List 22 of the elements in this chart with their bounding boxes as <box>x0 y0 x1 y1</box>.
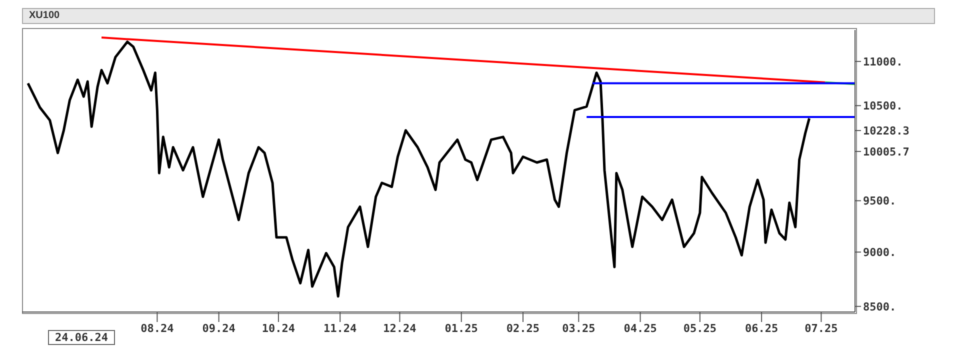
x-tick-label: 03.25 <box>562 322 596 335</box>
x-tick-label: 06.25 <box>745 322 778 335</box>
y-tick-label: 11000. <box>863 55 903 68</box>
x-tick-label: 04.25 <box>624 322 657 335</box>
text: 24.06.24 <box>48 330 115 345</box>
y-tick-label: 10228.3 <box>863 124 910 138</box>
x-tick-label: 09.24 <box>202 322 236 335</box>
toolbar: XU100 <box>22 8 935 24</box>
x-tick-label: 12.24 <box>383 322 417 335</box>
x-tick-label: 11.24 <box>324 322 358 335</box>
x-tick-label: 01.25 <box>444 322 478 335</box>
y-tick-label: 10500. <box>863 100 903 113</box>
y-tick-label: 10005.7 <box>863 145 910 158</box>
x-tick-label: 05.25 <box>683 322 716 335</box>
y-tick-label: 9500. <box>863 194 896 208</box>
y-tick-label: 8500. <box>863 300 896 314</box>
x-tick-label: 07.25 <box>804 322 838 335</box>
x-tick-label: 02.25 <box>506 322 540 335</box>
x-tick-label: 08.24 <box>140 322 174 335</box>
y-tick-label: 9000. <box>863 246 896 259</box>
x-tick-label: 10.24 <box>262 322 296 335</box>
line-series <box>26 40 811 298</box>
